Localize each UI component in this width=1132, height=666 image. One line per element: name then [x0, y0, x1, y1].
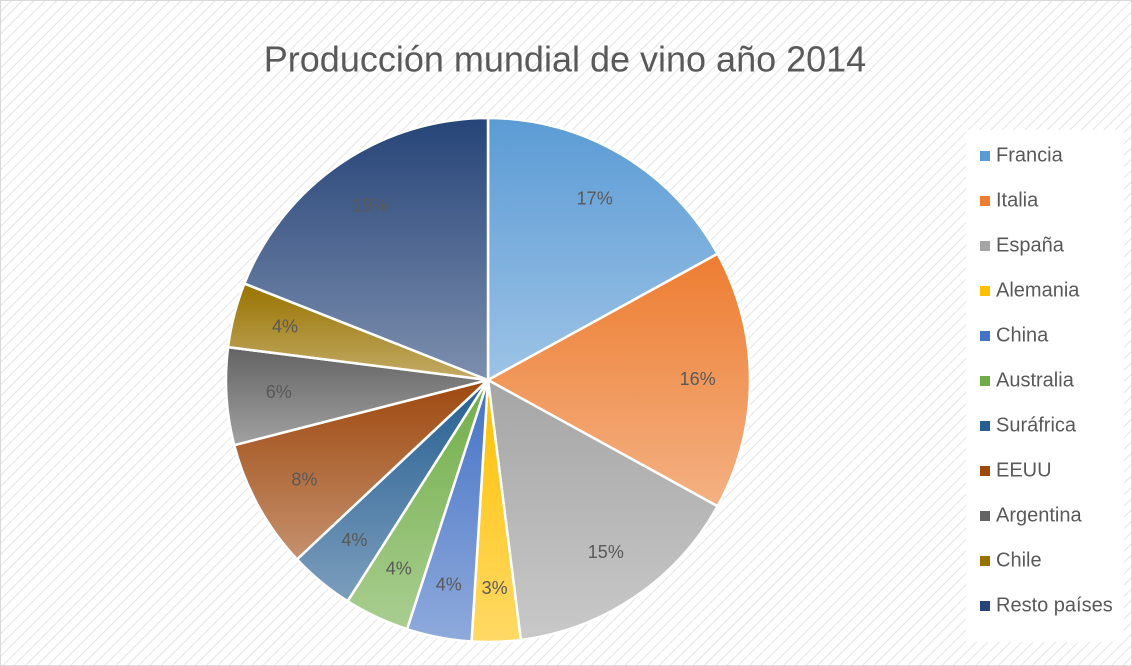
legend-label: Chile — [996, 549, 1042, 571]
legend-background — [966, 130, 1124, 642]
legend-swatch — [980, 151, 990, 161]
pie-slice — [232, 378, 489, 562]
data-label: 16% — [680, 369, 716, 389]
data-label: 6% — [266, 382, 292, 402]
legend-swatch — [980, 466, 990, 476]
legend-swatch — [980, 601, 990, 611]
pie-slice — [486, 116, 720, 383]
data-label: 4% — [272, 317, 298, 337]
data-label: 15% — [588, 542, 624, 562]
pie-slice — [242, 116, 490, 382]
legend-swatch — [980, 286, 990, 296]
data-label: 4% — [436, 575, 462, 595]
legend-label: Resto países — [996, 594, 1113, 616]
pie-slice — [485, 252, 752, 508]
legend-label: Alemania — [996, 279, 1080, 301]
legend-swatch — [980, 241, 990, 251]
chart-title: Producción mundial de vino año 2014 — [264, 39, 866, 80]
data-label: 4% — [341, 530, 367, 550]
legend-swatch — [980, 331, 990, 341]
data-label: 19% — [352, 195, 388, 215]
legend-swatch — [980, 376, 990, 386]
pie-slice — [486, 377, 720, 642]
legend-swatch — [980, 196, 990, 206]
data-label: 8% — [291, 470, 317, 490]
legend-swatch — [980, 511, 990, 521]
legend-label: Suráfrica — [996, 414, 1077, 436]
legend-label: China — [996, 324, 1049, 346]
data-label: 4% — [386, 558, 412, 578]
legend-label: EEUU — [996, 459, 1052, 481]
legend-label: Australia — [996, 369, 1075, 391]
legend-label: España — [996, 234, 1065, 256]
data-label: 3% — [482, 578, 508, 598]
data-label: 17% — [577, 188, 613, 208]
legend-swatch — [980, 421, 990, 431]
legend-swatch — [980, 556, 990, 566]
legend-label: Francia — [996, 144, 1064, 166]
legend-label: Italia — [996, 189, 1039, 211]
legend-label: Argentina — [996, 504, 1082, 526]
